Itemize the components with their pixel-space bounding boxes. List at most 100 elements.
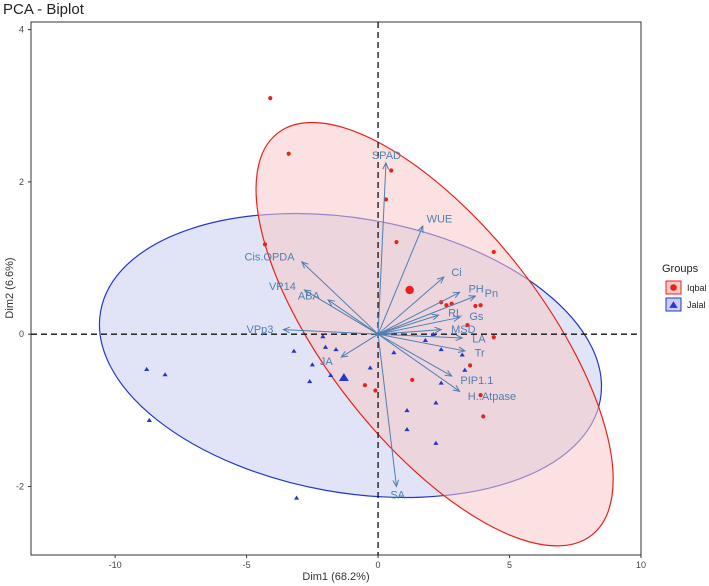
point-jalal (433, 400, 439, 405)
arrow-ja (340, 333, 379, 358)
variable-label-ph: PH (468, 284, 483, 296)
point-jalal (459, 352, 465, 357)
x-tick-label: -10 (109, 560, 122, 570)
variable-label-spad: SPAD (372, 150, 401, 162)
point-jalal (307, 379, 313, 384)
arrow-spad (377, 162, 387, 335)
arrow-ph (377, 291, 460, 335)
arrowhead-gs (452, 315, 461, 322)
point-jalal (422, 337, 428, 343)
x-tick-label: 10 (636, 560, 646, 570)
point-jalal (391, 350, 397, 355)
point-jalal (438, 347, 444, 352)
variable-label-vpp3: VPp3 (247, 324, 274, 336)
point-iqbal (262, 242, 268, 247)
arrowhead-sa (392, 479, 400, 488)
y-tick-label: -2 (16, 481, 24, 491)
y-tick-label: 0 (19, 329, 24, 339)
variable-label-sa: SA (390, 489, 405, 501)
point-jalal (309, 362, 315, 367)
arrowhead-rl (431, 313, 440, 321)
arrowhead-spad (382, 161, 389, 170)
arrowhead-wue (417, 224, 424, 234)
legend-title: Groups (662, 263, 699, 275)
arrow-vp14 (304, 289, 379, 335)
point-jalal (162, 372, 168, 377)
point-jalal (404, 407, 410, 413)
arrow-h..atpase (377, 333, 460, 392)
arrow-ci (377, 276, 445, 335)
variable-label-pn: Pn (485, 288, 498, 300)
arrowhead-cis.opda (300, 261, 309, 269)
legend-marker-iqbal (670, 284, 677, 291)
point-jalal (320, 334, 326, 339)
x-tick-label: 5 (507, 560, 512, 570)
point-jalal (333, 347, 339, 352)
point-iqbal (362, 383, 368, 388)
point-iqbal (389, 168, 394, 173)
arrow-pip1.1 (377, 333, 452, 377)
reference-lines (31, 22, 641, 555)
point-iqbal (410, 377, 415, 382)
point-jalal (404, 427, 410, 432)
arrowhead-vp14 (303, 289, 312, 297)
y-tick-label: 4 (19, 25, 24, 35)
point-iqbal (394, 239, 399, 245)
legend-label-jalal: Jalal (687, 300, 706, 310)
point-jalal (322, 344, 329, 349)
arrowhead-ph (452, 291, 461, 299)
point-jalal (328, 372, 334, 378)
point-iqbal (473, 303, 478, 309)
x-axis-ticks: -10 -5 0 5 10 (109, 555, 646, 570)
arrow-msd (378, 329, 442, 335)
arrow-la (378, 333, 463, 339)
individual-points (144, 96, 496, 500)
arrowhead-pip1.1 (444, 370, 453, 377)
variable-label-vp14: VP14 (269, 281, 296, 293)
point-iqbal (491, 335, 496, 340)
point-jalal (462, 367, 468, 372)
variable-label-gs: Gs (469, 311, 484, 323)
centroid-iqbal (405, 285, 414, 295)
point-jalal (293, 495, 300, 500)
arrowhead-msd (434, 326, 443, 334)
point-jalal (146, 417, 152, 422)
point-jalal (367, 365, 373, 370)
variable-label-cis.opda: Cis.OPDA (244, 251, 295, 263)
point-iqbal (383, 197, 389, 202)
point-iqbal (478, 393, 483, 398)
variable-label-rl: RL (448, 308, 462, 320)
point-iqbal (286, 151, 291, 156)
point-jalal (144, 366, 150, 371)
variable-label-tr: Tr (475, 347, 485, 359)
arrow-gs (377, 316, 460, 335)
point-iqbal (465, 322, 470, 328)
point-iqbal (481, 414, 486, 419)
arrowhead-vpp3 (282, 326, 291, 334)
point-jalal (430, 331, 436, 336)
x-axis-label: Dim1 (68.2%) (302, 571, 369, 583)
point-iqbal (491, 249, 496, 255)
arrowhead-h..atpase (452, 385, 461, 392)
arrowhead-tr (457, 346, 467, 354)
arrowhead-la (455, 334, 464, 342)
variable-label-pip1.1: PIP1.1 (460, 375, 493, 387)
arrow-cis.opda (301, 261, 379, 335)
variable-label-aba: ABA (298, 290, 321, 302)
legend-label-iqbal: Iqbal (687, 283, 707, 293)
x-tick-label: -5 (243, 560, 251, 570)
y-tick-label: 2 (19, 177, 24, 187)
point-iqbal (467, 363, 473, 368)
arrowhead-pn (468, 295, 477, 302)
variable-label-h..atpase: H..Atpase (468, 391, 516, 403)
arrowhead-aba (327, 299, 336, 307)
variable-label-wue: WUE (427, 214, 453, 226)
arrow-rl (377, 314, 439, 335)
arrowhead-ci (436, 276, 445, 284)
point-jalal (291, 348, 297, 353)
arrow-pn (377, 295, 476, 335)
point-jalal (433, 440, 439, 445)
arrow-aba (327, 299, 379, 335)
variable-label-la: LA (472, 333, 486, 345)
